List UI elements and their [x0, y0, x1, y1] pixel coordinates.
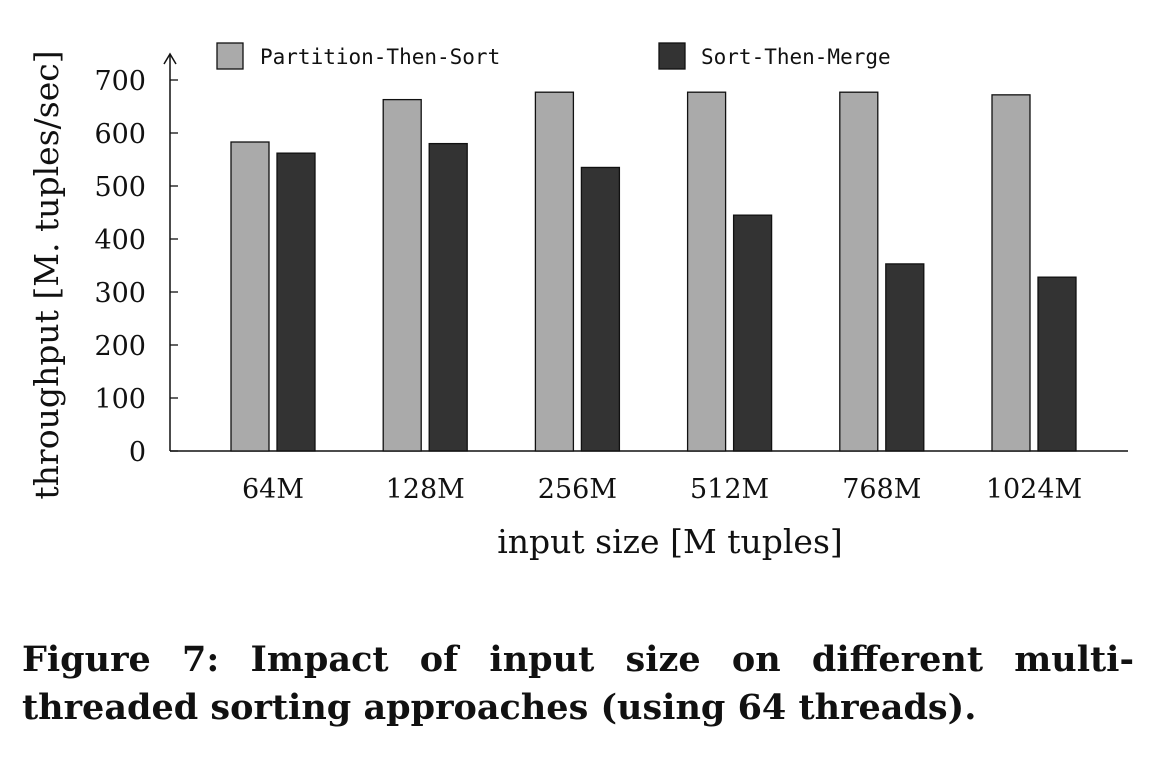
y-tick-label: 500	[94, 172, 146, 203]
x-tick-label: 1024M	[986, 474, 1082, 505]
y-tick-label: 0	[129, 437, 146, 468]
y-tick-label: 600	[94, 119, 146, 150]
x-axis-title: input size [M tuples]	[497, 522, 843, 561]
bar-partition-then-sort-256m	[534, 91, 575, 452]
bar-partition-then-sort-1024m	[991, 94, 1031, 452]
y-tick-label: 300	[94, 278, 146, 309]
bar-sort-then-merge-768m	[885, 263, 925, 452]
y-axis: 0 100 200 300 400 500 600 700	[94, 52, 178, 468]
bar-sort-then-merge-128m	[428, 142, 468, 452]
x-tick-label: 256M	[538, 474, 617, 505]
bar-chart: 0 100 200 300 400 500 600 700 64M 128M 256M 512M 76…	[27, 42, 1128, 561]
bars	[230, 91, 1077, 452]
y-tick-label: 700	[94, 66, 146, 97]
figure-caption: Figure 7: Impact of input size on differ…	[22, 639, 1134, 728]
legend-swatch	[216, 42, 244, 70]
y-tick-label: 100	[94, 384, 146, 415]
bar-sort-then-merge-1024m	[1037, 276, 1077, 452]
bar-partition-then-sort-64m	[230, 141, 270, 452]
y-tick-label: 400	[94, 225, 146, 256]
x-axis: 64M 128M 256M 512M 768M 1024M	[170, 450, 1128, 505]
bar-sort-then-merge-64m	[276, 152, 316, 452]
y-tick-label: 200	[94, 331, 146, 362]
y-axis-title: throughput [M. tuples/sec]	[27, 50, 66, 499]
y-axis-arrow-icon	[163, 52, 177, 65]
bar-partition-then-sort-768m	[839, 91, 879, 452]
legend-label: Partition-Then-Sort	[260, 45, 500, 69]
legend: Partition-Then-Sort Sort-Then-Merge	[216, 42, 891, 70]
bar-partition-then-sort-128m	[382, 98, 422, 452]
legend-label: Sort-Then-Merge	[701, 45, 891, 69]
bar-partition-then-sort-512m	[686, 91, 727, 452]
x-tick-label: 128M	[386, 474, 465, 505]
x-tick-label: 64M	[242, 474, 304, 505]
legend-swatch	[658, 42, 686, 70]
x-tick-label: 768M	[842, 474, 921, 505]
x-tick-label: 512M	[690, 474, 769, 505]
bar-sort-then-merge-512m	[732, 214, 773, 452]
bar-sort-then-merge-256m	[580, 166, 621, 452]
